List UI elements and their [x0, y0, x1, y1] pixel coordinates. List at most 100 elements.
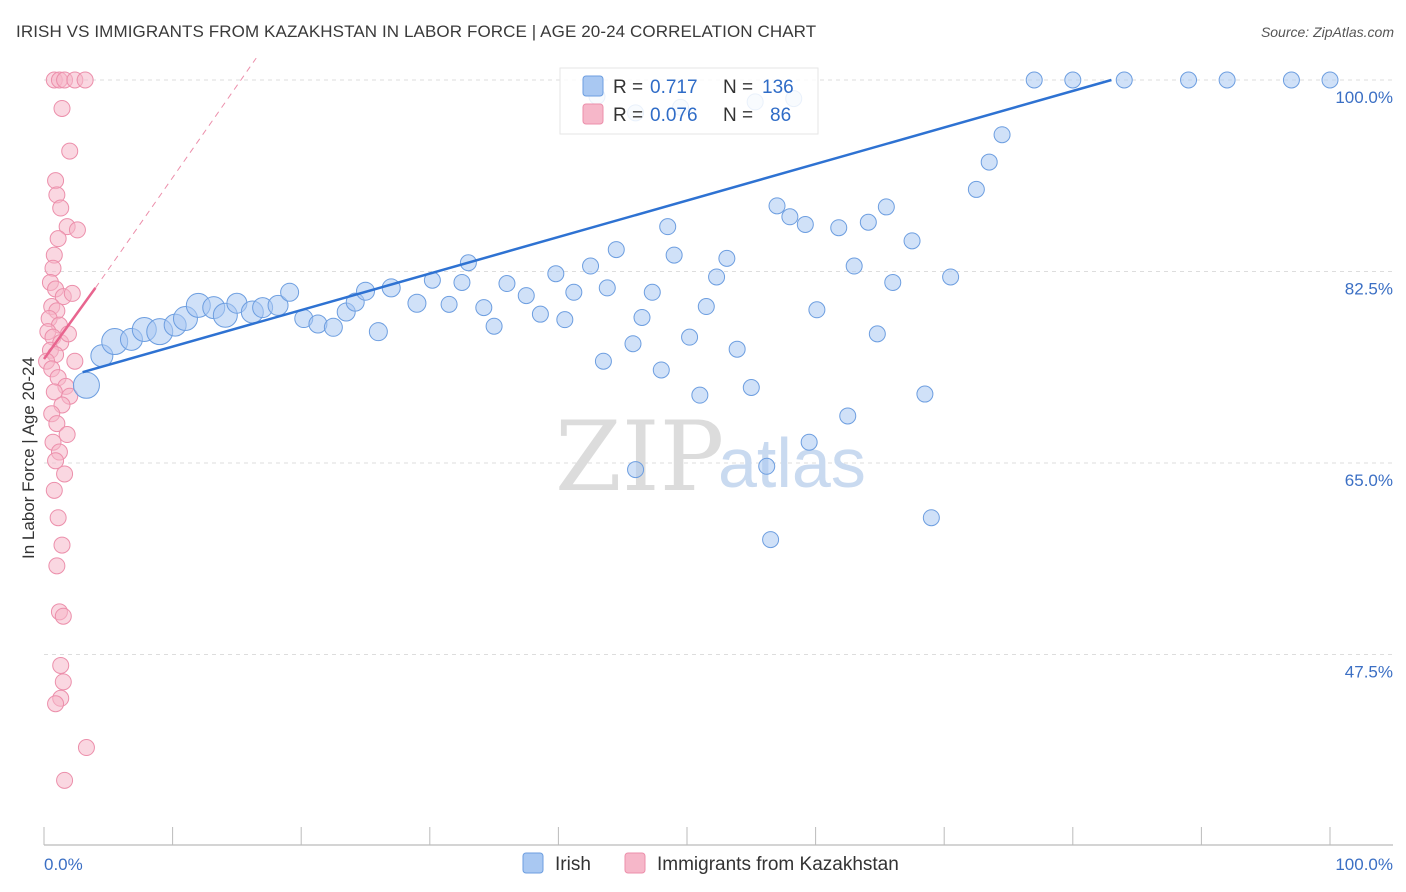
data-point — [323, 317, 343, 337]
data-point — [796, 215, 814, 233]
data-point — [718, 249, 736, 267]
data-point — [665, 246, 683, 264]
data-point — [742, 378, 760, 396]
x-ticks — [43, 827, 1331, 845]
data-point — [582, 257, 600, 275]
data-point — [52, 199, 70, 217]
data-point — [56, 771, 74, 789]
data-point — [643, 283, 661, 301]
data-point — [49, 509, 67, 527]
series-legend: Irish Immigrants from Kazakhstan — [522, 852, 899, 875]
data-point — [868, 325, 886, 343]
bottom-legend-kaz: Immigrants from Kazakhstan — [657, 854, 899, 875]
data-point — [877, 198, 895, 216]
legend-kaz-r-label: R = — [613, 105, 643, 126]
data-point — [531, 305, 549, 323]
data-point — [77, 739, 95, 757]
data-point — [61, 142, 79, 160]
data-point — [800, 433, 818, 451]
bottom-legend-swatch-irish — [522, 852, 544, 874]
data-point — [1282, 71, 1300, 89]
data-point — [485, 317, 503, 335]
legend-kaz-n-value: 86 — [770, 105, 791, 126]
stats-legend: R = 0.717 N = 136 R = 0.076 N = 86 — [559, 67, 819, 135]
bottom-legend-irish: Irish — [555, 854, 591, 875]
data-point — [839, 407, 857, 425]
data-point — [280, 282, 300, 302]
y-tick-label: 65.0% — [1345, 471, 1393, 490]
data-point — [607, 241, 625, 259]
data-point — [1218, 71, 1236, 89]
data-point — [916, 385, 934, 403]
data-point — [708, 268, 726, 286]
data-point — [691, 386, 709, 404]
data-point — [453, 273, 471, 291]
data-point — [517, 287, 535, 305]
data-point — [547, 265, 565, 283]
data-point — [845, 257, 863, 275]
bottom-legend-swatch-kaz — [624, 852, 646, 874]
data-point — [993, 126, 1011, 144]
data-point — [47, 695, 65, 713]
data-point — [922, 509, 940, 527]
data-point — [1115, 71, 1133, 89]
data-point — [768, 197, 786, 215]
data-point — [652, 361, 670, 379]
data-point — [308, 314, 328, 334]
data-point — [942, 268, 960, 286]
data-point — [76, 71, 94, 89]
data-point — [627, 461, 645, 479]
irish-series — [72, 71, 1339, 549]
data-point — [407, 293, 427, 313]
data-point — [45, 481, 63, 499]
legend-irish-r-label: R = — [613, 77, 643, 98]
data-point — [47, 172, 65, 190]
data-point — [980, 153, 998, 171]
data-point — [884, 273, 902, 291]
data-point — [728, 340, 746, 358]
y-tick-label: 82.5% — [1345, 280, 1393, 299]
legend-irish-n-label: N = — [723, 77, 753, 98]
y-axis-label: In Labor Force | Age 20-24 — [19, 357, 38, 559]
y-tick-label: 100.0% — [1335, 88, 1393, 107]
data-point — [758, 457, 776, 475]
data-point — [781, 208, 799, 226]
data-point — [440, 295, 458, 313]
data-point — [1180, 71, 1198, 89]
data-point — [48, 557, 66, 575]
chart-title: IRISH VS IMMIGRANTS FROM KAZAKHSTAN IN L… — [16, 22, 817, 41]
legend-irish-n-value: 136 — [762, 77, 794, 98]
data-point — [53, 99, 71, 117]
data-point — [697, 298, 715, 316]
watermark-atlas: atlas — [718, 424, 866, 502]
data-point — [58, 426, 76, 444]
data-point — [368, 322, 388, 342]
data-point — [54, 607, 72, 625]
data-point — [66, 352, 84, 370]
data-point — [53, 536, 71, 554]
data-point — [633, 308, 651, 326]
watermark: ZIP atlas — [555, 401, 866, 513]
data-point — [68, 221, 86, 239]
x-tick-label-right: 100.0% — [1335, 855, 1393, 874]
data-point — [1321, 71, 1339, 89]
data-point — [903, 232, 921, 250]
legend-swatch-kaz — [582, 103, 604, 125]
data-point — [624, 335, 642, 353]
data-point — [594, 352, 612, 370]
irish-trend-line — [82, 78, 1112, 374]
y-tick-label: 47.5% — [1345, 663, 1393, 682]
data-point — [45, 383, 63, 401]
data-point — [1025, 71, 1043, 89]
data-point — [49, 230, 67, 248]
data-point — [967, 180, 985, 198]
data-point — [52, 656, 70, 674]
legend-kaz-r-value: 0.076 — [650, 105, 698, 126]
grid — [44, 79, 1393, 655]
data-point — [56, 465, 74, 483]
watermark-zip: ZIP — [555, 401, 724, 513]
data-point — [48, 415, 66, 433]
data-point — [659, 218, 677, 236]
x-tick-label-left: 0.0% — [44, 855, 83, 874]
